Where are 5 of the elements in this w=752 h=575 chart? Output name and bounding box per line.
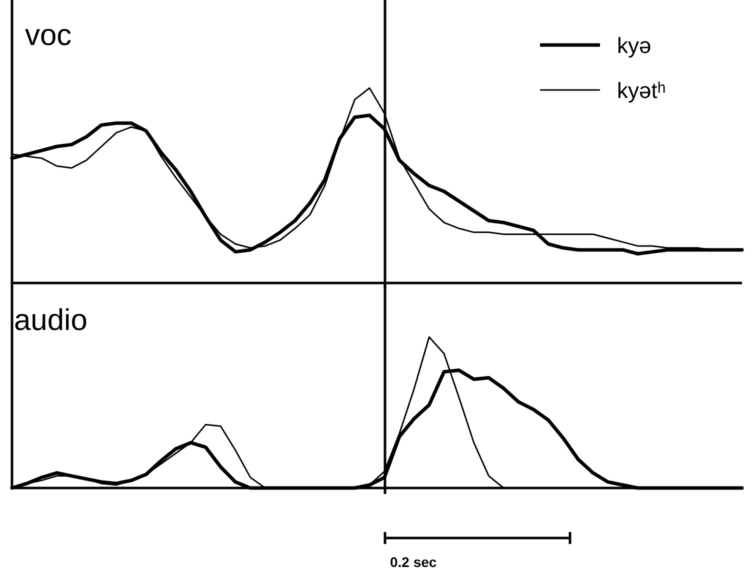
legend-label: kyə [617, 33, 652, 58]
legend-label: kyətʰ [617, 78, 666, 103]
chart-title: voc [25, 19, 72, 52]
chart-title: audio [14, 304, 88, 337]
text: 0.2 sec [390, 554, 437, 570]
